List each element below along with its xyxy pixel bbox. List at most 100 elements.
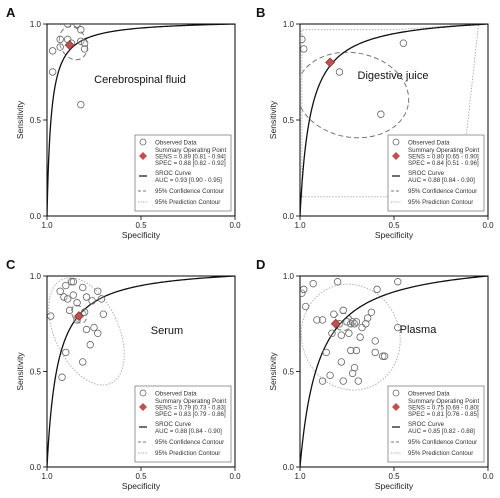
y-tick-label: 0.0: [283, 212, 295, 221]
observed-point: [318, 377, 327, 385]
observed-point: [337, 331, 346, 339]
observed-point: [330, 310, 338, 318]
legend-sroc-label: SROC Curve: [408, 170, 445, 177]
observed-point: [88, 297, 96, 305]
observed-point: [77, 26, 85, 34]
observed-point: [358, 323, 366, 332]
observed-point: [333, 278, 342, 286]
observed-point: [63, 24, 72, 28]
legend-conf-label: 95% Confidence Contour: [155, 188, 224, 195]
legend-spec: SPEC = 0.81 [0.76 - 0.85]: [408, 411, 479, 418]
legend-box: [134, 385, 232, 463]
observed-point: [65, 306, 74, 315]
confidence-contour: [58, 26, 88, 61]
legend-sroc-label: SROC Curve: [408, 421, 445, 428]
x-tick-label: 0.5: [135, 472, 147, 481]
observed-point: [94, 329, 102, 337]
observed-point: [363, 314, 372, 322]
observed-point: [62, 281, 70, 290]
observed-point: [77, 37, 85, 45]
legend-summary-marker: [392, 403, 400, 411]
summary-point: [330, 318, 341, 329]
panel-title: Serum: [151, 325, 183, 337]
observed-point: [399, 39, 408, 47]
observed-point: [73, 24, 81, 28]
y-tick-label: 1.0: [283, 272, 295, 281]
y-axis-label: Sensitivity: [15, 100, 25, 139]
observed-point: [80, 39, 89, 47]
x-tick-label: 1.0: [294, 221, 306, 230]
observed-point: [343, 318, 351, 326]
summary-point: [325, 57, 336, 68]
observed-point: [80, 45, 89, 53]
x-tick-label: 0.5: [135, 221, 147, 230]
observed-point: [300, 45, 308, 53]
observed-point: [301, 302, 310, 311]
legend-sens: SENS = 0.80 [0.65 - 0.90]: [408, 154, 479, 161]
x-axis-label: Specificity: [375, 230, 414, 240]
legend-summary-label: Summary Operating Point: [408, 398, 479, 405]
legend-auc: AUC = 0.85 [0.82 - 0.88]: [408, 428, 475, 435]
prediction-contour: [300, 283, 401, 391]
legend-observed-marker: [139, 138, 147, 146]
observed-point: [339, 306, 347, 315]
observed-point: [60, 293, 68, 301]
y-tick-label: 0.5: [283, 116, 295, 125]
observed-point: [313, 316, 321, 324]
x-tick-label: 1.0: [294, 472, 306, 481]
observed-point: [335, 68, 344, 76]
summary-point: [74, 311, 84, 322]
observed-point: [337, 358, 346, 366]
summary-point: [64, 40, 75, 51]
y-tick-label: 0.0: [30, 212, 42, 221]
legend-auc: AUC = 0.93 [0.90 - 0.95]: [155, 177, 222, 184]
panel-label: A: [6, 5, 16, 20]
observed-point: [379, 352, 387, 360]
observed-point: [373, 285, 381, 294]
panel-label: B: [256, 5, 265, 20]
y-tick-label: 0.0: [30, 463, 42, 472]
observed-point: [48, 68, 57, 76]
x-axis-label: Specificity: [122, 230, 161, 240]
panel-title: Digestive juice: [358, 70, 429, 82]
x-tick-label: 0.0: [229, 221, 241, 230]
x-tick-label: 1.0: [41, 221, 53, 230]
panel-label: D: [256, 257, 265, 272]
sroc-curve: [300, 24, 488, 216]
x-tick-label: 0.5: [388, 472, 400, 481]
observed-point: [380, 352, 389, 360]
legend-pred-label: 95% Prediction Contour: [155, 450, 220, 457]
legend-observed-label: Observed Data: [155, 140, 197, 147]
legend-sens: SENS = 0.89 [0.81 - 0.94]: [155, 154, 226, 161]
legend-box: [134, 134, 232, 212]
observed-point: [63, 295, 72, 303]
legend-pred-label: 95% Prediction Contour: [155, 199, 220, 206]
sroc-curve: [47, 276, 235, 467]
confidence-contour: [300, 51, 410, 139]
y-axis-label: Sensitivity: [268, 100, 278, 139]
observed-point: [47, 312, 55, 320]
observed-point: [73, 299, 81, 307]
legend-summary-marker: [392, 152, 400, 160]
legend-observed-label: Observed Data: [408, 391, 450, 398]
y-tick-label: 1.0: [283, 20, 295, 29]
legend-observed-label: Observed Data: [408, 140, 450, 147]
prediction-contour: [48, 277, 125, 386]
observed-point: [371, 348, 379, 357]
observed-point: [347, 346, 355, 355]
x-tick-label: 0.0: [482, 221, 494, 230]
observed-point: [309, 279, 317, 288]
legend-summary-label: Summary Operating Point: [155, 147, 226, 154]
legend-spec: SPEC = 0.83 [0.79 - 0.86]: [155, 411, 226, 418]
observed-point: [69, 291, 78, 299]
legend-observed-marker: [392, 138, 400, 146]
observed-point: [367, 308, 376, 316]
plot-area: [47, 24, 235, 216]
legend-pred-label: 95% Prediction Contour: [408, 199, 473, 206]
observed-point: [354, 377, 362, 385]
legend-observed-label: Observed Data: [155, 391, 197, 398]
observed-point: [300, 35, 306, 44]
plot-area: [300, 276, 488, 467]
